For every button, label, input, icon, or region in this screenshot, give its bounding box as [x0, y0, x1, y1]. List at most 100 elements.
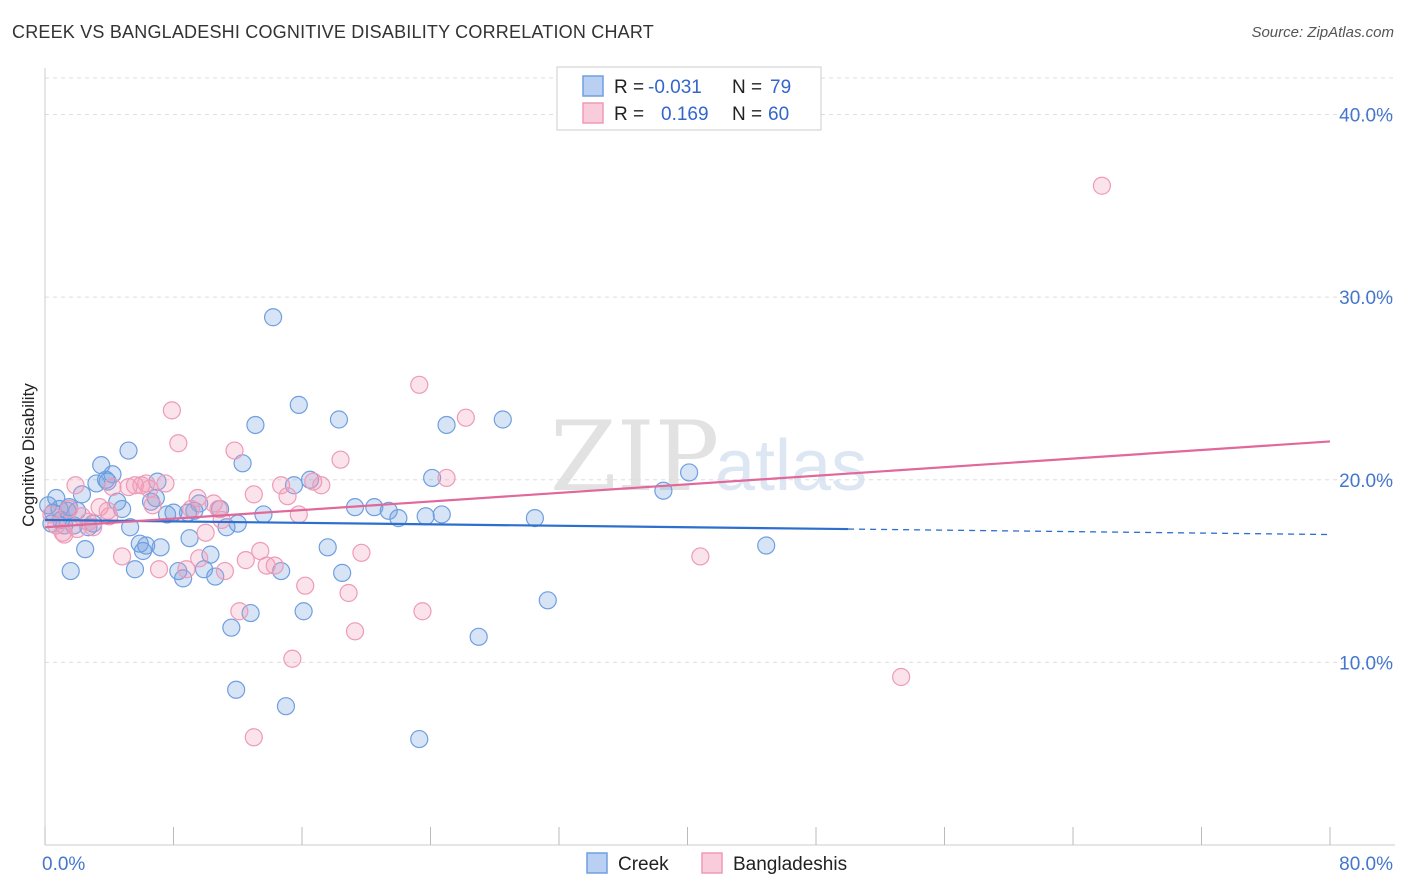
creek-point [379, 501, 398, 520]
creek-point [432, 505, 451, 524]
creek-point [525, 509, 545, 528]
creek-point [61, 561, 80, 581]
creek-point [246, 415, 265, 435]
bangladeshis-point [103, 477, 122, 497]
bangladeshis-point [244, 485, 263, 504]
legend-bangladeshis-n-label: N = [732, 104, 762, 125]
creek-point [121, 518, 140, 537]
creek-trend-line [44, 518, 849, 531]
bangladeshis-point [296, 576, 315, 595]
legend-creek-r-value: -0.031 [648, 77, 702, 98]
x-tick-labels: 0.0% 80.0% [42, 854, 1393, 875]
creek-point [241, 603, 260, 623]
bangladeshis-point [265, 556, 284, 575]
legend-creek-swatch [582, 75, 604, 97]
legend-bangladeshis-r-value: 0.169 [661, 104, 709, 125]
bangladeshis-trend-line [44, 440, 1331, 529]
creek-point [151, 538, 170, 557]
chart-title: CREEK VS BANGLADESHI COGNITIVE DISABILIT… [12, 22, 654, 42]
bangladeshis-point [68, 519, 87, 539]
bangladeshis-point [66, 476, 85, 495]
bangladeshis-points [42, 176, 1112, 747]
y-tick-label: 30.0% [1339, 288, 1393, 309]
legend-bottom-creek-label: Creek [618, 854, 669, 875]
creek-point [423, 468, 442, 488]
bangladeshis-point [331, 450, 350, 469]
bangladeshis-point [244, 728, 263, 747]
bangladeshis-point [149, 560, 169, 579]
legend-bottom-bangladeshis-swatch [701, 852, 723, 874]
watermark-atlas: atlas [715, 426, 867, 506]
legend-creek-n-label: N = [732, 77, 762, 98]
creek-point [289, 395, 308, 414]
creek-point [538, 591, 557, 610]
creek-point [294, 602, 313, 621]
bangladeshis-point [112, 547, 132, 566]
bangladeshis-point [215, 561, 234, 581]
bangladeshis-point [137, 474, 156, 493]
creek-point [119, 441, 138, 460]
creek-point [96, 470, 116, 489]
creek-points [39, 308, 776, 749]
legend-creek-r-label: R = [614, 77, 644, 98]
bangladeshis-point [352, 543, 371, 562]
legend-bangladeshis-n-value: 60 [768, 104, 789, 125]
bangladeshis-point [169, 434, 188, 453]
creek-point [222, 618, 241, 637]
creek-point [206, 567, 225, 586]
creek-point [72, 485, 92, 504]
creek-point [757, 536, 776, 555]
axes [44, 68, 1395, 846]
y-tick-label: 40.0% [1339, 106, 1393, 127]
bangladeshis-point [1092, 176, 1112, 195]
legend-stats: R = -0.031 N = 79 R = 0.169 N = 60 [556, 66, 822, 131]
x-tick-label-min: 0.0% [42, 854, 85, 875]
watermark: ZIP atlas [550, 401, 867, 513]
creek-point [333, 563, 352, 582]
bangladeshis-point [278, 487, 297, 506]
legend-creek-n-value: 79 [770, 77, 791, 98]
creek-point [180, 529, 199, 548]
creek-point [416, 507, 435, 526]
bangladeshis-point [204, 494, 223, 513]
bangladeshis-point [42, 505, 61, 524]
bangladeshis-point [190, 549, 209, 568]
y-tick-label: 10.0% [1339, 653, 1393, 674]
creek-point [233, 454, 252, 473]
bangladeshis-point [283, 649, 302, 668]
bangladeshis-point [339, 583, 358, 603]
legend-bangladeshis-r-label: R = [614, 104, 644, 125]
bangladeshis-point [410, 375, 429, 394]
creek-point [133, 541, 153, 561]
creek-point [437, 415, 456, 435]
y-tick-label: 20.0% [1339, 471, 1393, 492]
bangladeshis-point [140, 479, 159, 498]
bangladeshis-point [143, 496, 162, 515]
x-tick-label-max: 80.0% [1339, 854, 1393, 875]
bangladeshis-point [196, 523, 215, 542]
trend-lines [44, 440, 1331, 536]
bangladeshis-point [413, 602, 432, 621]
creek-point [365, 498, 384, 517]
legend-bottom-creek-swatch [586, 852, 608, 874]
legend-bangladeshis-swatch [582, 102, 604, 124]
creek-point [227, 680, 246, 699]
bangladeshis-point [236, 551, 255, 570]
creek-point [410, 729, 429, 749]
bangladeshis-point [892, 667, 911, 687]
creek-point [329, 410, 349, 429]
creek-point [137, 536, 156, 555]
creek-point [228, 514, 247, 533]
bangladeshis-point [79, 512, 98, 531]
bangladeshis-point [312, 476, 331, 495]
creek-point [318, 538, 337, 557]
gridlines [45, 77, 1395, 663]
creek-point [47, 488, 66, 508]
creek-point [469, 627, 488, 646]
legend-series: Creek Bangladeshis [586, 852, 847, 875]
creek-point [263, 308, 283, 327]
bangladeshis-point [289, 505, 308, 524]
bangladeshis-point [345, 622, 365, 641]
bangladeshis-point [162, 401, 181, 420]
